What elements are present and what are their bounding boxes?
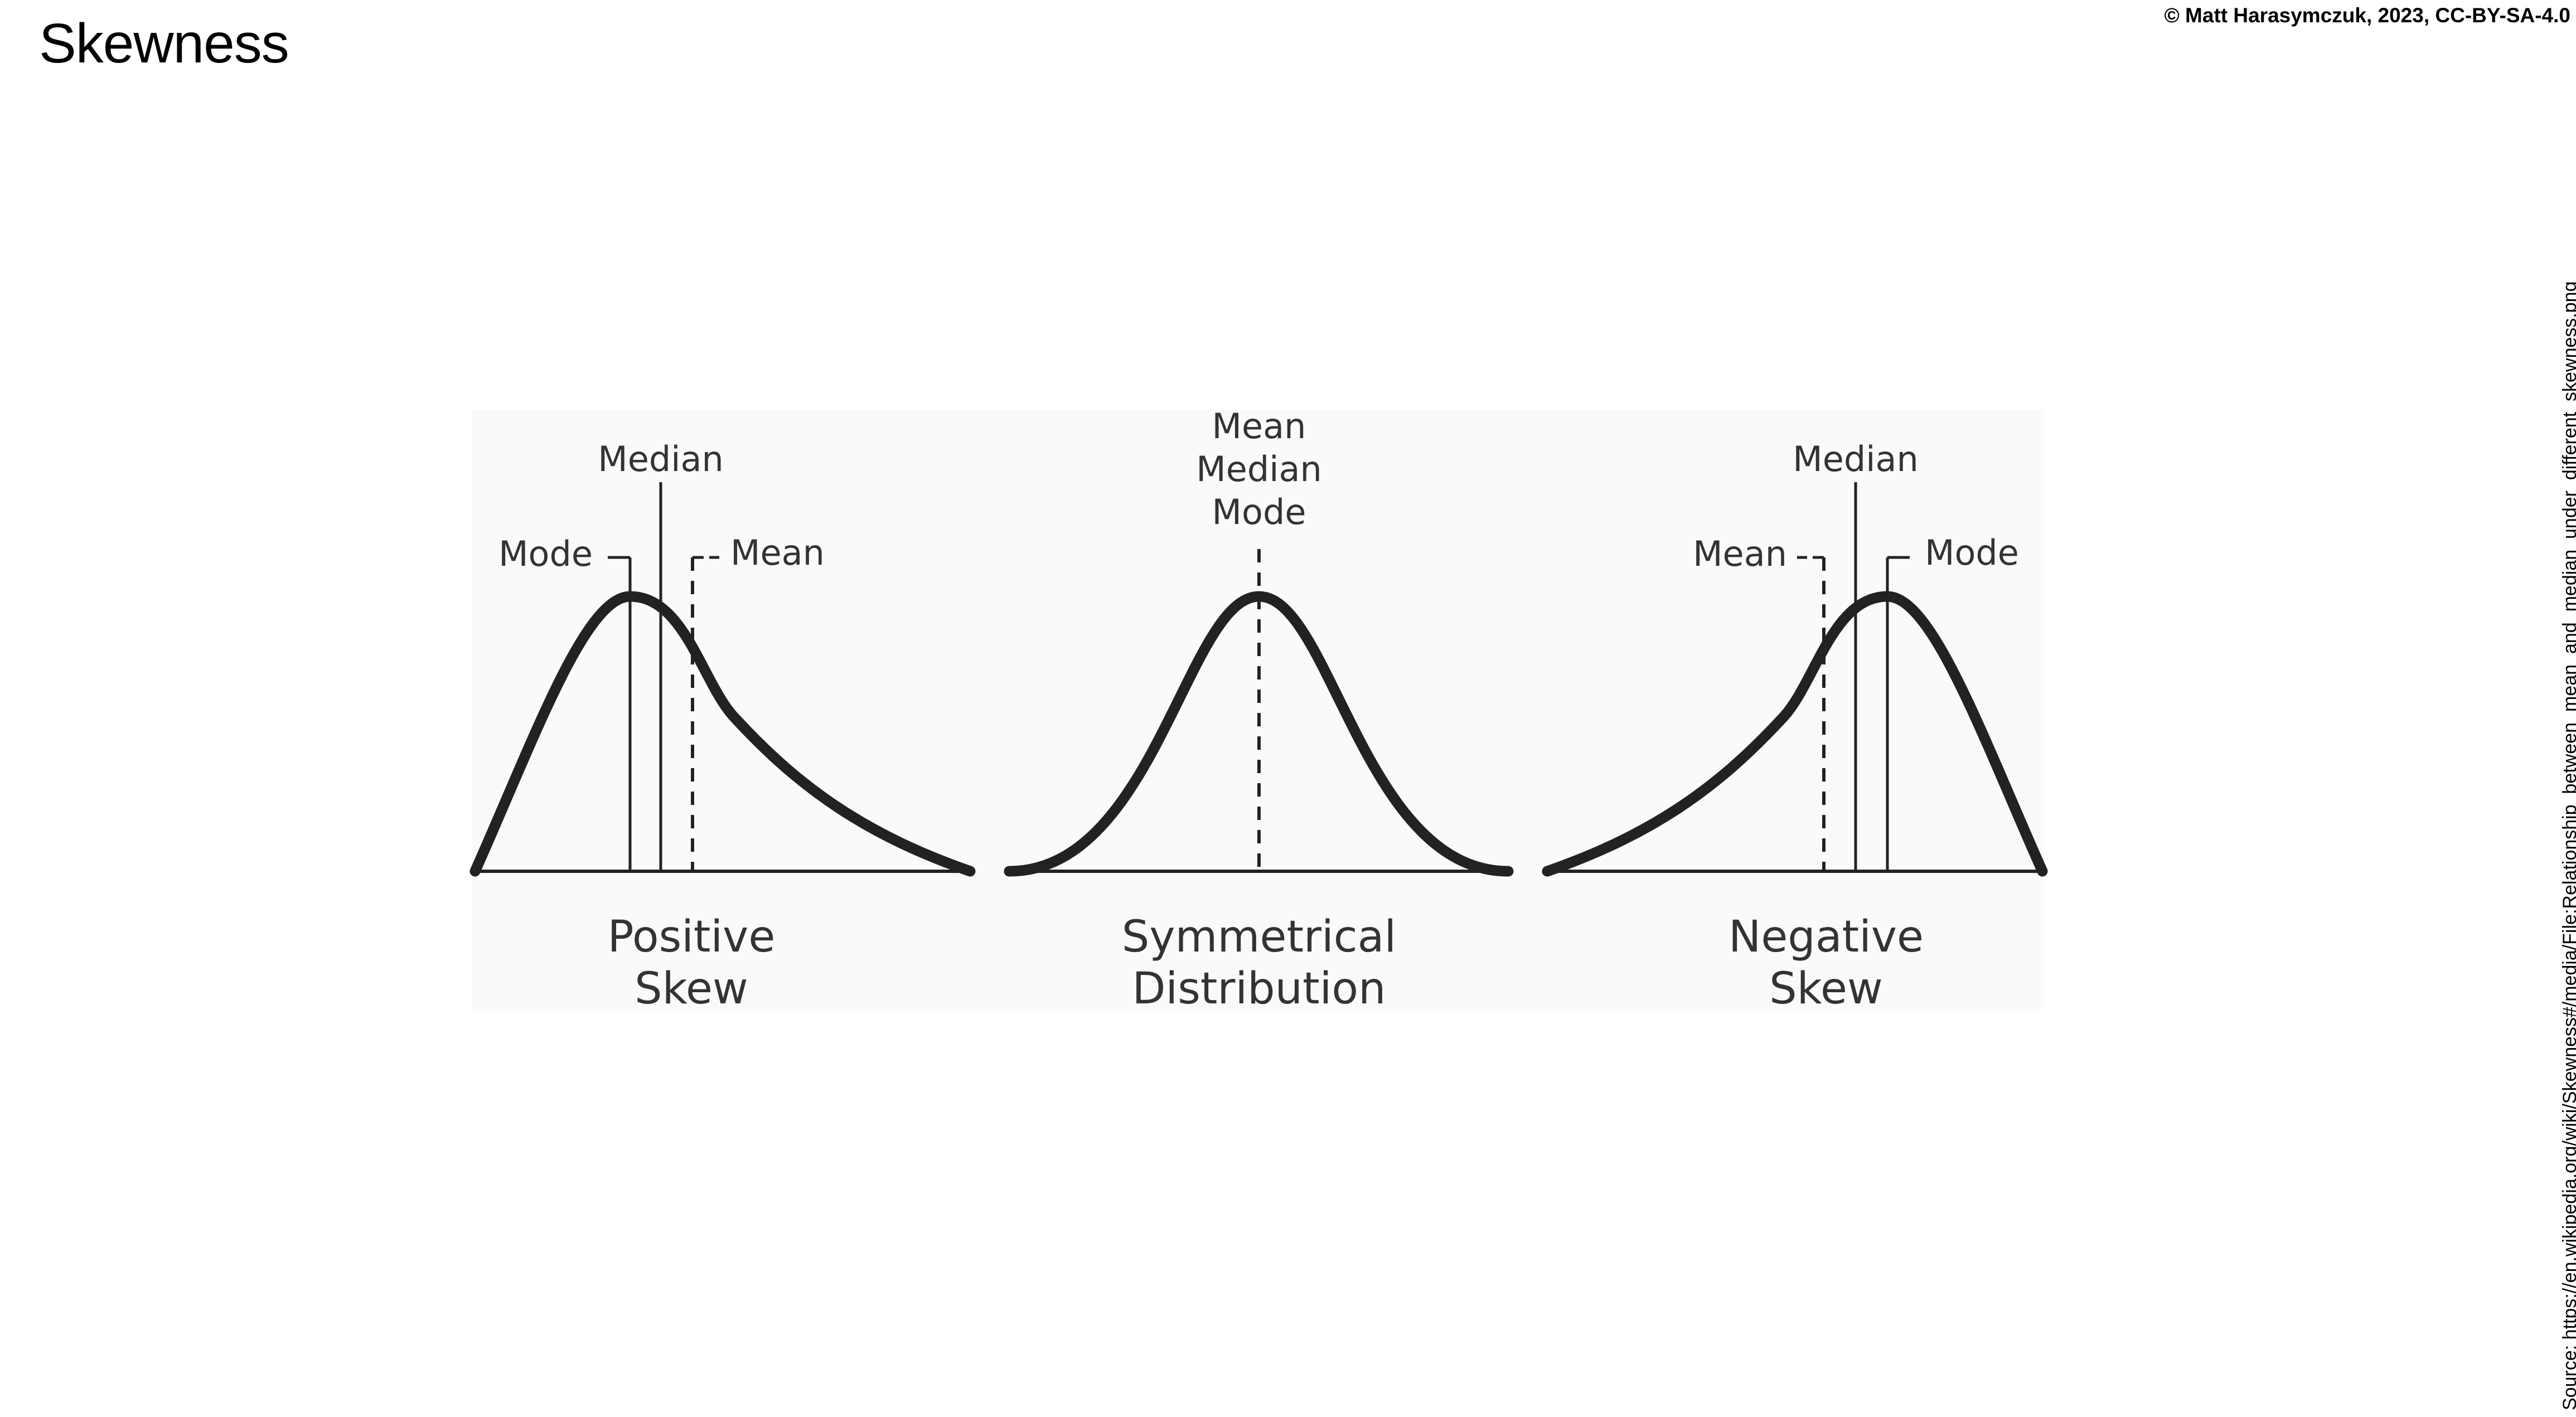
symmetrical-caption-line1: Symmetrical xyxy=(1122,912,1396,962)
positive-skew-panel: Median Mode Mean Positive Skew xyxy=(469,439,976,1014)
positive-caption-line1: Positive xyxy=(608,912,776,962)
symmetrical-mode-label: Mode xyxy=(1212,492,1306,532)
positive-mode-label: Mode xyxy=(498,533,593,574)
positive-skew-curve xyxy=(469,591,976,877)
symmetrical-panel: Mean Median Mode Symmetrical Distributio… xyxy=(1004,406,1514,1014)
negative-skew-curve xyxy=(1542,591,2048,877)
negative-mean-label: Mean xyxy=(1693,533,1787,574)
negative-caption-line1: Negative xyxy=(1728,912,1924,962)
negative-skew-panel: Median Mean Mode Negative Skew xyxy=(1542,439,2048,1014)
positive-caption-line2: Skew xyxy=(635,964,748,1014)
slide-title: Skewness xyxy=(39,12,289,75)
symmetrical-mean-label: Mean xyxy=(1212,406,1306,447)
negative-mode-label: Mode xyxy=(1925,532,2019,573)
positive-mean-label: Mean xyxy=(730,532,825,573)
negative-caption-line2: Skew xyxy=(1769,964,1883,1014)
negative-median-label: Median xyxy=(1793,439,1919,479)
positive-median-label: Median xyxy=(598,439,724,479)
symmetrical-median-label: Median xyxy=(1196,449,1322,489)
copyright-credit: © Matt Harasymczuk, 2023, CC-BY-SA-4.0 xyxy=(2164,4,2570,27)
symmetrical-caption-line2: Distribution xyxy=(1132,964,1386,1014)
